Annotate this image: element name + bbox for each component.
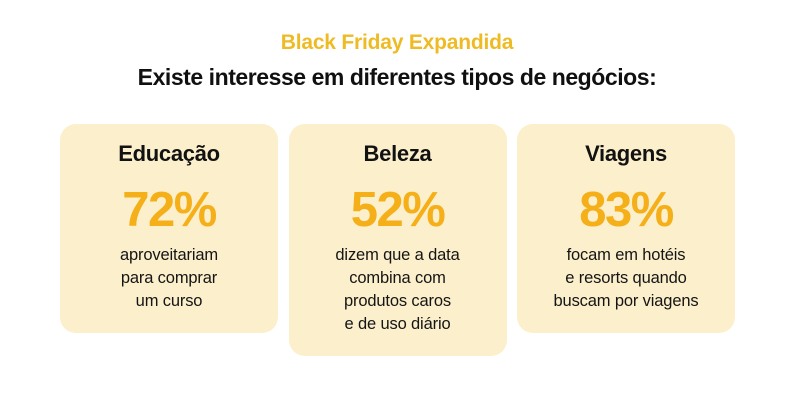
stat-card-percentage: 72% (122, 183, 217, 237)
stat-card-percentage: 52% (350, 183, 446, 237)
header: Black Friday Expandida Existe interesse … (0, 30, 794, 92)
stat-card-educacao: Educação 72% aproveitariam para comprar … (60, 124, 278, 333)
stat-card-description: aproveitariam para comprar um curso (119, 246, 218, 310)
stat-card-list: Educação 72% aproveitariam para comprar … (60, 124, 735, 356)
stat-card-title: Viagens (585, 141, 667, 166)
stat-card-description: focam em hotéis e resorts quando buscam … (553, 246, 699, 310)
stat-card-beleza: Beleza 52% dizem que a data combina com … (288, 124, 507, 356)
stat-card-percentage: 83% (579, 183, 674, 237)
stat-card-title: Educação (118, 141, 220, 166)
stat-card-title: Beleza (363, 141, 432, 166)
page-title: Existe interesse em diferentes tipos de … (137, 64, 657, 90)
eyebrow-title: Black Friday Expandida (280, 31, 514, 54)
stat-card-viagens: Viagens 83% focam em hotéis e resorts qu… (517, 124, 735, 333)
stat-card-description: dizem que a data combina com produtos ca… (335, 246, 460, 333)
